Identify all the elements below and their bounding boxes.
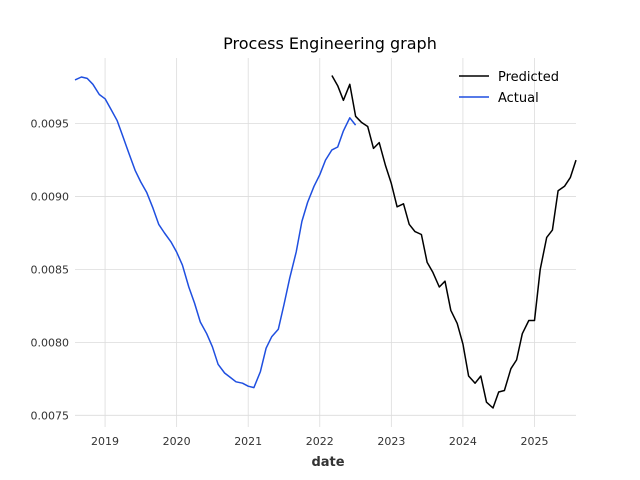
chart-title: Process Engineering graph — [223, 34, 437, 53]
x-tick-label: 2019 — [91, 435, 119, 448]
y-tick-label: 0.0095 — [31, 118, 70, 131]
tick-labels: 2019 2020 2021 2022 2023 2024 2025 0.0075 0.0080… — [31, 118, 549, 448]
x-axis-title: date — [311, 455, 344, 470]
y-tick-label: 0.0085 — [31, 263, 70, 276]
legend-label-predicted: Predicted — [498, 70, 559, 85]
legend-label-actual: Actual — [498, 91, 539, 106]
x-tick-label: 2023 — [377, 435, 405, 448]
x-tick-label: 2021 — [234, 435, 262, 448]
grid-lines — [75, 58, 576, 427]
x-tick-label: 2020 — [163, 435, 191, 448]
series-lines — [74, 75, 577, 409]
x-tick-label: 2025 — [520, 435, 548, 448]
y-tick-label: 0.0090 — [31, 191, 70, 204]
x-tick-label: 2024 — [449, 435, 477, 448]
y-tick-label: 0.0075 — [31, 409, 70, 422]
series-line-predicted — [331, 75, 577, 409]
x-tick-label: 2022 — [306, 435, 334, 448]
y-tick-label: 0.0080 — [31, 336, 70, 349]
legend: Predicted Actual — [459, 70, 559, 106]
series-line-actual — [74, 76, 357, 389]
